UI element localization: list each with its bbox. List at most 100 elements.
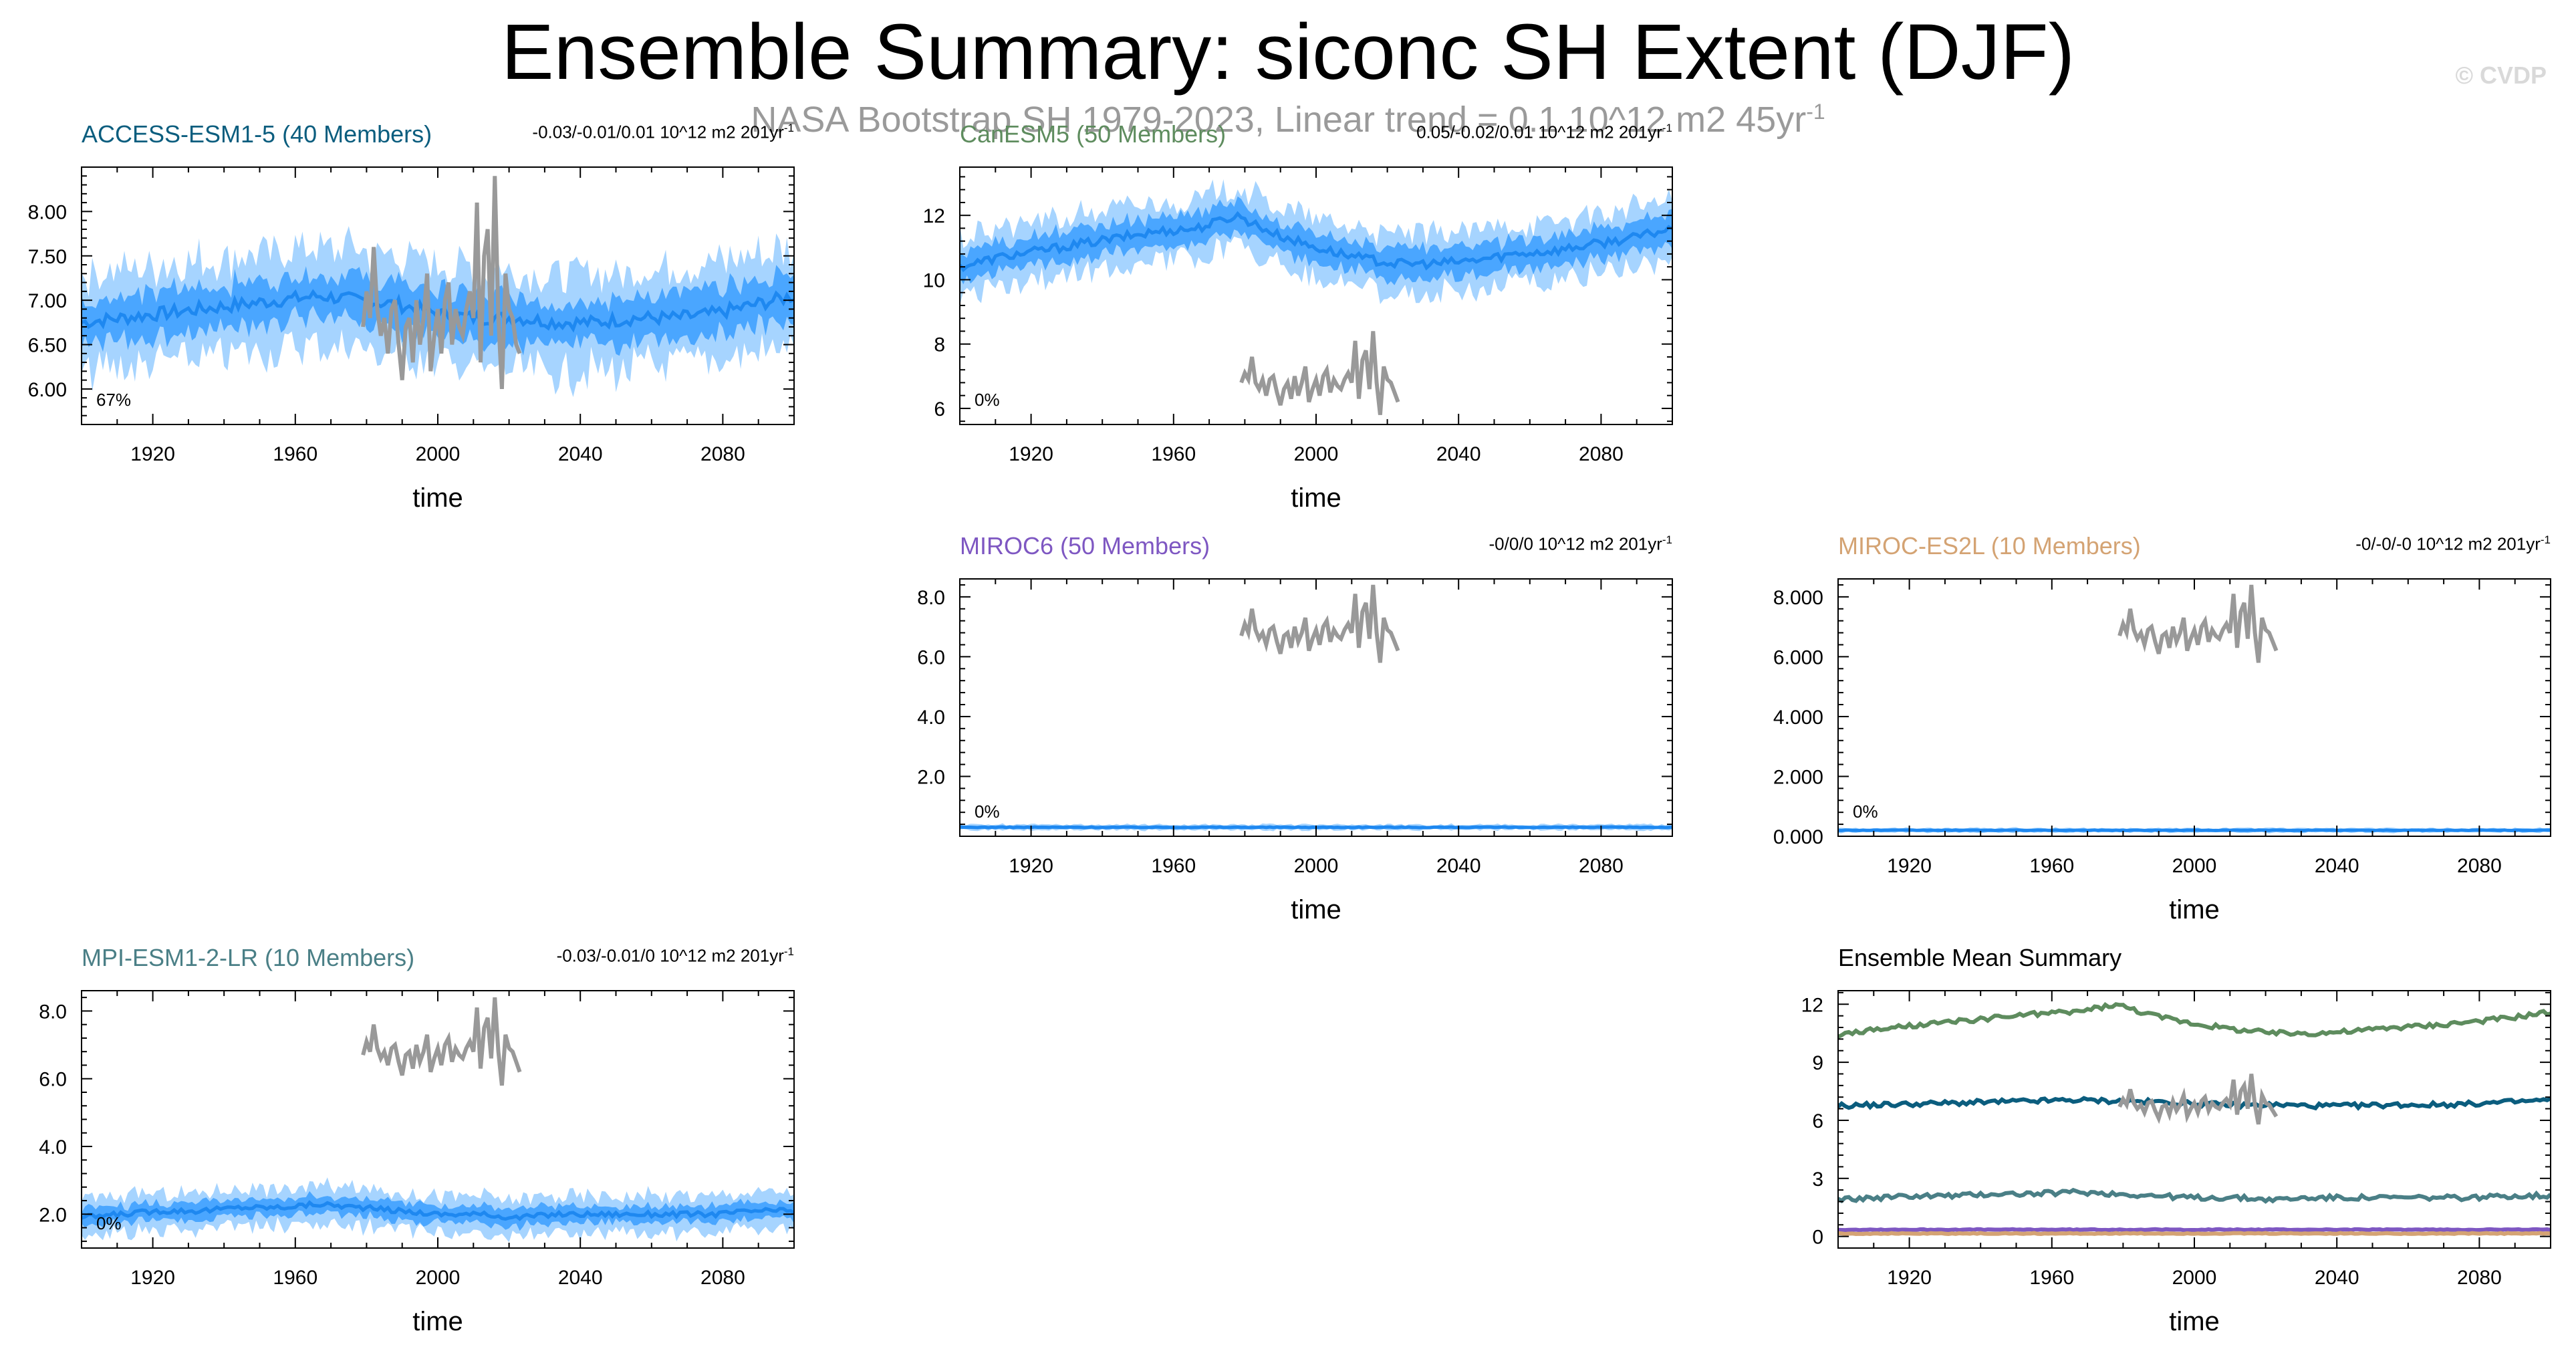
x-tick-label: 2040 bbox=[2315, 855, 2359, 877]
x-tick-label: 2080 bbox=[2457, 1267, 2502, 1289]
x-tick-label: 1920 bbox=[130, 1267, 175, 1289]
observations-line bbox=[1239, 584, 1400, 663]
x-tick-label: 1920 bbox=[1009, 443, 1053, 465]
spread-inner-band bbox=[82, 1191, 794, 1231]
figure-subtitle: NASA Bootstrap SH 1979-2023, Linear tren… bbox=[0, 99, 2576, 140]
y-tick-label: 12 bbox=[923, 205, 945, 227]
figure-title: Ensemble Summary: siconc SH Extent (DJF) bbox=[501, 8, 2075, 96]
observations-line bbox=[2117, 1074, 2279, 1125]
y-tick-label: 8.0 bbox=[917, 587, 945, 609]
trend-superscript: -1 bbox=[1662, 533, 1672, 546]
x-tick-label: 2000 bbox=[2172, 1267, 2217, 1289]
series-line-MIROC6 bbox=[1838, 1227, 2551, 1233]
panel-title-mpi: MPI-ESM1-2-LR (10 Members) bbox=[82, 944, 415, 971]
plot-area bbox=[82, 997, 794, 1243]
y-tick-label: 7.00 bbox=[28, 290, 67, 312]
ensemble-mean-line bbox=[82, 1200, 794, 1221]
x-tick-label: 2000 bbox=[416, 1267, 461, 1289]
trend-superscript: -1 bbox=[2540, 533, 2551, 546]
copyright-label: © CVDP bbox=[2455, 61, 2547, 89]
plot-area bbox=[960, 179, 1672, 415]
x-tick-label: 1960 bbox=[273, 443, 317, 465]
y-tick-label: 6.000 bbox=[1773, 646, 1823, 668]
panel-title-summary: Ensemble Mean Summary bbox=[1838, 944, 2122, 971]
x-tick-label: 2040 bbox=[1436, 443, 1481, 465]
x-tick-label: 2000 bbox=[2172, 855, 2217, 877]
y-tick-label: 6.00 bbox=[28, 379, 67, 401]
series-line-MIROC-ES2L bbox=[1838, 1231, 2551, 1237]
y-tick-label: 8.000 bbox=[1773, 587, 1823, 609]
y-tick-label: 6.0 bbox=[917, 646, 945, 668]
pattern-correlation-label-miroc6: 0% bbox=[975, 802, 1000, 822]
subtitle-superscript: -1 bbox=[1806, 100, 1825, 124]
y-tick-label: 6 bbox=[934, 398, 945, 420]
x-tick-label: 2080 bbox=[700, 1267, 745, 1289]
pattern-correlation-label-mpi: 0% bbox=[96, 1213, 122, 1233]
trend-text: -0.03/-0.01/0 10^12 m2 201yr bbox=[556, 945, 784, 966]
observations-line bbox=[361, 997, 522, 1086]
panel-mpi: 1920 1960 2000 2040 2080 2.0 4.0 6.0 8.0 bbox=[39, 990, 795, 1289]
x-axis-label-mirocES2L: time bbox=[2169, 895, 2220, 925]
y-tick-label: 6.50 bbox=[28, 335, 67, 357]
y-tick-label: 8.0 bbox=[39, 1001, 67, 1023]
y-tick-label: 8.00 bbox=[28, 201, 67, 223]
panel-mirocES2L: 1920 1960 2000 2040 2080 0.000 2.000 4.000 6.000… bbox=[1773, 578, 2551, 877]
x-tick-label: 2040 bbox=[558, 443, 603, 465]
y-tick-label: 9 bbox=[1812, 1052, 1823, 1074]
y-tick-label: 7.50 bbox=[28, 246, 67, 268]
x-tick-label: 2000 bbox=[1294, 855, 1339, 877]
series-line-MPI-ESM1-2-LR bbox=[1838, 1187, 2551, 1204]
x-tick-label: 2080 bbox=[700, 443, 745, 465]
y-tick-label: 10 bbox=[923, 269, 945, 291]
x-tick-label: 2000 bbox=[1294, 443, 1339, 465]
y-tick-label: 2.000 bbox=[1773, 766, 1823, 788]
panel-title-access: ACCESS-ESM1-5 (40 Members) bbox=[82, 120, 432, 148]
x-tick-label: 2040 bbox=[2315, 1267, 2359, 1289]
observations-line bbox=[1239, 331, 1400, 415]
panel-canesm: 1920 1960 2000 2040 2080 6 8 10 12 bbox=[923, 166, 1673, 465]
x-tick-label: 1960 bbox=[1151, 443, 1196, 465]
plot-frame bbox=[1837, 578, 2551, 837]
y-tick-label: 4.0 bbox=[917, 707, 945, 729]
y-tick-label: 4.0 bbox=[39, 1136, 67, 1158]
trend-label-mpi: -0.03/-0.01/0 10^12 m2 201yr-1 bbox=[557, 945, 794, 967]
pattern-correlation-label-mirocES2L: 0% bbox=[1853, 802, 1878, 822]
y-tick-label: 0.000 bbox=[1773, 826, 1823, 848]
x-tick-label: 2040 bbox=[558, 1267, 603, 1289]
x-tick-label: 1920 bbox=[130, 443, 175, 465]
series-line-CanESM5 bbox=[1838, 1001, 2551, 1039]
panel-miroc6: 1920 1960 2000 2040 2080 2.0 4.0 6.0 8.0 bbox=[917, 578, 1673, 877]
plot-area bbox=[82, 176, 794, 397]
panel-title-mirocES2L: MIROC-ES2L (10 Members) bbox=[1838, 532, 2141, 560]
trend-text: -0/0/0 10^12 m2 201yr bbox=[1489, 533, 1662, 554]
x-tick-label: 2080 bbox=[1579, 855, 1624, 877]
plot-frame bbox=[1837, 990, 2551, 1249]
observations-line bbox=[361, 176, 522, 390]
x-tick-label: 1920 bbox=[1887, 1267, 1932, 1289]
trend-label-access: -0.03/-0.01/0.01 10^12 m2 201yr-1 bbox=[532, 122, 794, 143]
panel-title-canesm: CanESM5 (50 Members) bbox=[960, 120, 1227, 148]
ensemble-mean-line bbox=[960, 211, 1672, 273]
subtitle-text: NASA Bootstrap SH 1979-2023, Linear tren… bbox=[751, 100, 1807, 140]
x-tick-label: 2000 bbox=[416, 443, 461, 465]
x-tick-label: 1920 bbox=[1887, 855, 1932, 877]
x-tick-label: 1960 bbox=[273, 1267, 317, 1289]
x-tick-label: 1960 bbox=[1151, 855, 1196, 877]
trend-superscript: -1 bbox=[783, 122, 794, 134]
x-tick-label: 1960 bbox=[2029, 855, 2074, 877]
y-tick-label: 2.0 bbox=[39, 1204, 67, 1226]
plot-area bbox=[960, 584, 1672, 832]
pattern-correlation-label-canesm: 0% bbox=[975, 390, 1000, 410]
panel-access: 1920 1960 2000 2040 2080 6.00 6.50 7.00 7.50 8.00 bbox=[28, 166, 795, 465]
trend-label-mirocES2L: -0/-0/-0 10^12 m2 201yr-1 bbox=[2355, 533, 2551, 555]
x-tick-label: 1960 bbox=[2029, 1267, 2074, 1289]
x-axis-label-access: time bbox=[412, 483, 463, 513]
pattern-correlation-label-access: 67% bbox=[96, 390, 132, 410]
y-tick-label: 3 bbox=[1812, 1168, 1823, 1191]
x-tick-label: 2040 bbox=[1436, 855, 1481, 877]
y-tick-label: 2.0 bbox=[917, 766, 945, 788]
x-axis-label-canesm: time bbox=[1291, 483, 1341, 513]
plot-area bbox=[1838, 1001, 2551, 1237]
trend-label-canesm: 0.05/-0.02/0.01 10^12 m2 201yr-1 bbox=[1416, 122, 1672, 143]
